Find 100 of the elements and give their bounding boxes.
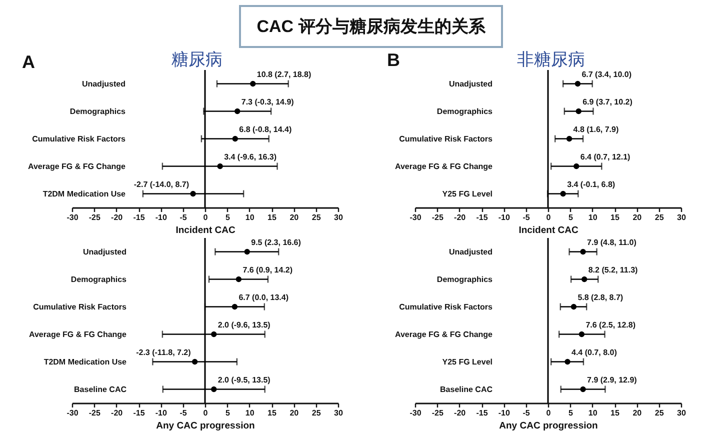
- x-tick-label: -10: [155, 408, 168, 418]
- x-tick-label: -20: [111, 408, 124, 418]
- chart-title: CAC 评分与糖尿病发生的关系: [256, 17, 486, 36]
- data-label: 6.4 (0.7, 12.1): [580, 152, 631, 162]
- y-tick-label: Unadjusted: [448, 247, 493, 256]
- x-tick-label: 25: [654, 408, 664, 418]
- x-tick-label: 10: [588, 408, 598, 418]
- data-label: 3.4 (-0.1, 6.8): [567, 180, 616, 189]
- data-label: -2.3 (-11.8, 7.2): [136, 348, 192, 357]
- data-label: 7.9 (2.9, 12.9): [587, 375, 638, 384]
- y-tick-label: Average FG & FG Change: [28, 162, 126, 171]
- x-tick-label: 15: [268, 213, 277, 222]
- y-tick-label: Demographics: [70, 106, 126, 116]
- y-tick-label: Baseline CAC: [74, 384, 127, 394]
- x-tick-label: 25: [312, 408, 322, 418]
- data-label: 3.4 (-9.6, 16.3): [224, 152, 277, 162]
- x-tick-label: -5: [522, 408, 530, 418]
- x-tick-label: 20: [290, 408, 300, 418]
- x-tick-label: 25: [654, 213, 664, 222]
- data-label: 6.7 (0.0, 13.4): [238, 292, 289, 302]
- chart-subtitle: 糖尿病: [172, 50, 222, 69]
- x-tick-label: -10: [498, 408, 510, 418]
- data-label: 6.9 (3.7, 10.2): [582, 97, 633, 106]
- data-label: 6.7 (3.4, 10.0): [582, 70, 632, 79]
- data-label: 10.8 (2.7, 18.8): [256, 70, 312, 79]
- y-tick-label: Demographics: [436, 106, 494, 116]
- x-tick-label: 15: [610, 408, 620, 418]
- x-tick-label: 30: [334, 408, 344, 418]
- data-label: 4.8 (1.6, 7.9): [573, 124, 619, 134]
- x-tick-label: -25: [432, 408, 444, 418]
- x-tick-label: -15: [133, 408, 146, 418]
- x-tick-label: -10: [155, 213, 168, 222]
- y-tick-label: Average FG & FG Change: [395, 330, 494, 339]
- x-tick-label: -30: [410, 408, 422, 418]
- x-tick-label: 5: [225, 408, 230, 418]
- x-tick-label: 0: [203, 408, 208, 418]
- x-tick-label: -20: [454, 408, 466, 418]
- x-tick-label: -30: [410, 213, 422, 222]
- y-tick-label: Unadjusted: [82, 79, 126, 88]
- x-tick-label: -15: [476, 408, 488, 418]
- chart-subtitle: 非糖尿病: [517, 50, 585, 69]
- y-tick-label: Cumulative Risk Factors: [399, 134, 494, 144]
- x-tick-label: 30: [677, 408, 686, 418]
- x-tick-label: -25: [432, 213, 444, 222]
- x-tick-label: 5: [225, 213, 230, 222]
- x-tick-label: -5: [522, 213, 530, 222]
- data-label: 7.6 (2.5, 12.8): [586, 320, 636, 330]
- x-tick-label: 30: [677, 213, 686, 222]
- y-tick-label: Unadjusted: [82, 247, 127, 256]
- y-tick-label: Demographics: [70, 274, 128, 284]
- x-axis-title: Any CAC progression: [499, 420, 598, 432]
- x-tick-label: 25: [312, 213, 322, 222]
- data-label: 7.9 (4.8, 11.0): [587, 238, 637, 247]
- x-tick-label: 20: [290, 213, 300, 222]
- y-tick-label: Baseline CAC: [440, 384, 493, 394]
- y-tick-label: Cumulative Risk Factors: [399, 302, 494, 312]
- x-tick-label: 20: [632, 408, 642, 418]
- x-tick-label: 10: [588, 213, 598, 222]
- x-tick-label: 0: [546, 408, 552, 418]
- text: B: [387, 50, 400, 70]
- y-tick-label: Y25 FG Level: [442, 357, 492, 366]
- x-tick-label: 15: [610, 213, 620, 222]
- x-axis-title: Incident CAC: [176, 225, 236, 236]
- x-tick-label: 0: [203, 213, 208, 222]
- x-tick-label: -15: [476, 213, 488, 222]
- data-label: 9.5 (2.3, 16.6): [251, 238, 302, 247]
- x-axis-title: Any CAC progression: [156, 420, 256, 432]
- x-tick-label: -5: [180, 213, 188, 222]
- y-tick-label: Cumulative Risk Factors: [32, 134, 126, 144]
- y-tick-label: Cumulative Risk Factors: [33, 302, 128, 312]
- data-label: 2.0 (-9.6, 13.5): [218, 320, 271, 330]
- x-axis-title: Incident CAC: [518, 225, 578, 236]
- y-tick-label: Unadjusted: [448, 79, 493, 88]
- x-tick-label: -25: [88, 408, 101, 418]
- y-tick-label: T2DM Medication Use: [42, 189, 126, 198]
- data-label: 6.8 (-0.8, 14.4): [239, 124, 292, 134]
- data-label: 5.8 (2.8, 8.7): [578, 292, 624, 302]
- y-tick-label: Average FG & FG Change: [395, 162, 494, 171]
- x-tick-label: -30: [66, 408, 79, 418]
- data-label: 2.0 (-9.5, 13.5): [218, 375, 271, 384]
- x-tick-label: 5: [568, 213, 574, 222]
- data-label: 7.6 (0.9, 14.2): [242, 265, 293, 274]
- x-tick-label: 30: [334, 213, 344, 222]
- data-label: -2.7 (-14.0, 8.7): [134, 180, 190, 189]
- x-tick-label: 15: [268, 408, 277, 418]
- x-tick-label: 20: [632, 213, 642, 222]
- x-tick-label: -5: [180, 408, 188, 418]
- x-tick-label: -25: [88, 213, 101, 222]
- x-tick-label: 10: [245, 213, 255, 222]
- data-label: 8.2 (5.2, 11.3): [588, 265, 638, 274]
- y-tick-label: T2DM Medication Use: [44, 357, 128, 366]
- x-tick-label: 5: [568, 408, 574, 418]
- data-label: 7.3 (-0.3, 14.9): [241, 97, 294, 106]
- data-label: 4.4 (0.7, 8.0): [572, 348, 618, 357]
- x-tick-label: -20: [111, 213, 124, 222]
- y-tick-label: Demographics: [436, 274, 494, 284]
- x-tick-label: -30: [66, 213, 79, 222]
- y-tick-label: Average FG & FG Change: [29, 330, 128, 339]
- x-tick-label: -15: [133, 213, 146, 222]
- x-tick-label: 0: [546, 213, 552, 222]
